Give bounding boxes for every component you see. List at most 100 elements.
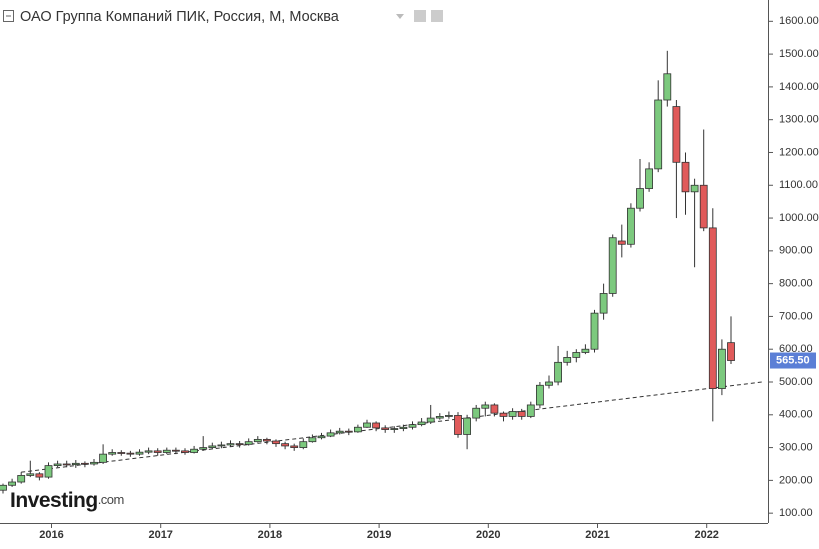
candle-body — [590, 312, 599, 350]
candle-body — [153, 450, 162, 453]
chart-title: ОАО Группа Компаний ПИК, Россия, М, Моск… — [20, 9, 340, 25]
y-tick-label: 700.00 — [779, 310, 813, 322]
candle-body — [417, 421, 426, 426]
candle-body — [99, 453, 107, 463]
candle-body — [636, 188, 644, 209]
x-tick-label: 2019 — [367, 529, 391, 541]
candle-body — [627, 207, 635, 245]
y-tick-label: 200.00 — [779, 474, 813, 486]
candle-body — [690, 184, 699, 193]
dropdown-arrow[interactable] — [396, 14, 404, 19]
candle-body — [217, 444, 226, 447]
candle-body — [17, 475, 26, 483]
candle-body — [363, 422, 371, 428]
candle-body — [353, 426, 362, 433]
y-tick-label: 100.00 — [779, 507, 813, 519]
candle-body — [526, 404, 535, 417]
candle-body — [372, 422, 381, 429]
settings-icon[interactable] — [431, 10, 443, 22]
last-price-box — [770, 352, 816, 369]
y-tick-label: 800.00 — [779, 278, 813, 290]
candle-body — [572, 352, 581, 358]
candle-body — [718, 348, 726, 389]
candle-body — [235, 443, 244, 446]
candle-body — [344, 430, 353, 433]
candle-body — [190, 448, 199, 453]
y-tick-label: 1300.00 — [779, 114, 819, 126]
y-tick-label: 400.00 — [779, 409, 813, 421]
candle-body — [390, 428, 399, 430]
candle-body — [463, 417, 472, 435]
y-tick-label: 500.00 — [779, 376, 813, 388]
candle-body — [490, 404, 499, 414]
candle-body — [53, 463, 62, 467]
candle-body — [554, 361, 562, 383]
candle-body — [8, 481, 17, 486]
candle-body — [699, 184, 708, 229]
candle-body — [226, 443, 235, 446]
candle-body — [62, 463, 71, 466]
candle-body — [317, 435, 326, 439]
x-tick-label: 2020 — [476, 529, 500, 541]
candle-body — [144, 450, 153, 453]
candle-body — [681, 161, 690, 193]
x-tick-label: 2016 — [39, 529, 63, 541]
watermark-text: Investing — [10, 489, 98, 512]
candle-body — [399, 426, 408, 429]
candle-body — [299, 441, 308, 448]
x-tick-label: 2022 — [694, 529, 718, 541]
candle-body — [281, 443, 290, 447]
x-tick-label: 2018 — [258, 529, 282, 541]
candle-body — [308, 437, 317, 443]
candle-body — [444, 415, 453, 417]
candle-body — [563, 357, 572, 363]
candle-body — [727, 342, 735, 361]
candle-body — [44, 465, 53, 478]
candle-body — [0, 484, 7, 491]
candle-body — [454, 415, 462, 435]
candle-body — [426, 417, 435, 423]
candle-body — [663, 73, 672, 101]
candle-body — [181, 450, 189, 453]
x-tick-label: 2017 — [148, 529, 172, 541]
x-tick-label: 2021 — [585, 529, 609, 541]
candle-body — [508, 411, 517, 417]
candle-body — [26, 473, 35, 476]
y-tick-label: 900.00 — [779, 245, 813, 257]
candle-body — [435, 416, 444, 419]
candle-body — [645, 168, 653, 189]
y-tick-label: 600.00 — [779, 343, 813, 355]
y-tick-label: 1200.00 — [779, 146, 819, 158]
candle-body — [272, 440, 280, 445]
candle-body — [108, 452, 117, 455]
settings-icon[interactable] — [414, 10, 426, 22]
candle-body — [536, 384, 544, 406]
y-tick-label: 1100.00 — [779, 179, 818, 191]
candle-body — [35, 473, 44, 478]
candle-body — [326, 432, 335, 437]
y-tick-label: 1600.00 — [779, 15, 819, 27]
candle-body — [499, 412, 508, 417]
candle-body — [517, 411, 526, 417]
candle-body — [71, 462, 80, 466]
candle-body — [199, 447, 208, 450]
candle-body — [90, 461, 98, 465]
y-tick-label: 1400.00 — [779, 81, 819, 93]
candle-body — [381, 427, 390, 430]
candle-body — [290, 445, 299, 448]
candle-body — [171, 449, 180, 452]
candle-body — [262, 438, 271, 442]
candle-body — [208, 445, 217, 448]
last-price-label: 565.50 — [776, 354, 810, 366]
candle-body — [654, 99, 663, 170]
candle-body — [244, 441, 253, 445]
candle-body — [617, 240, 626, 245]
candle-body — [253, 438, 262, 443]
candle-body — [708, 227, 717, 389]
candle-body — [335, 430, 344, 434]
candle-body — [581, 348, 590, 353]
y-tick-label: 1500.00 — [779, 48, 819, 60]
